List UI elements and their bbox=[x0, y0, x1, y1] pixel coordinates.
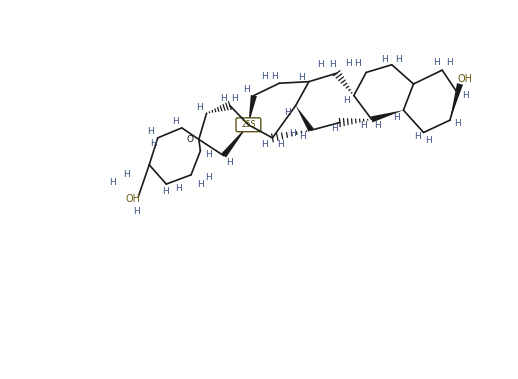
Polygon shape bbox=[371, 110, 404, 122]
Text: H: H bbox=[148, 127, 154, 136]
Text: H: H bbox=[343, 96, 350, 105]
Polygon shape bbox=[221, 125, 249, 158]
Text: H: H bbox=[277, 139, 283, 149]
Text: H: H bbox=[414, 132, 421, 141]
Text: H: H bbox=[373, 121, 380, 130]
Text: H: H bbox=[162, 186, 169, 196]
Text: H: H bbox=[454, 119, 461, 128]
Text: H: H bbox=[426, 136, 433, 146]
Text: H: H bbox=[447, 58, 453, 67]
Text: H: H bbox=[109, 178, 116, 187]
Text: H: H bbox=[354, 60, 361, 69]
Text: H: H bbox=[123, 169, 130, 179]
Text: H: H bbox=[150, 139, 156, 148]
Text: H: H bbox=[270, 72, 277, 81]
Text: H: H bbox=[243, 85, 250, 94]
Text: H: H bbox=[329, 60, 336, 69]
Text: H: H bbox=[381, 55, 388, 64]
Text: H: H bbox=[206, 173, 212, 182]
Text: H: H bbox=[345, 60, 352, 69]
Text: H: H bbox=[317, 60, 324, 69]
Text: H: H bbox=[284, 108, 291, 117]
Text: H: H bbox=[206, 150, 212, 159]
Text: H: H bbox=[298, 73, 305, 82]
Text: H: H bbox=[226, 158, 233, 167]
Text: 25S: 25S bbox=[241, 120, 255, 129]
Text: H: H bbox=[393, 113, 400, 122]
Text: H: H bbox=[231, 94, 238, 103]
Text: H: H bbox=[172, 117, 179, 126]
Text: H: H bbox=[359, 121, 367, 130]
Text: H: H bbox=[331, 124, 338, 133]
Text: H: H bbox=[261, 72, 268, 81]
Text: H: H bbox=[196, 103, 203, 111]
Polygon shape bbox=[296, 105, 314, 132]
Text: H: H bbox=[395, 55, 401, 64]
Text: H: H bbox=[434, 58, 440, 67]
Text: H: H bbox=[175, 184, 182, 193]
Text: H: H bbox=[289, 129, 296, 138]
Text: H: H bbox=[299, 132, 306, 141]
Text: OH: OH bbox=[457, 74, 472, 85]
Polygon shape bbox=[249, 95, 257, 125]
Text: OH: OH bbox=[125, 194, 140, 205]
FancyBboxPatch shape bbox=[236, 118, 261, 132]
Text: H: H bbox=[462, 91, 469, 100]
Text: H: H bbox=[197, 180, 204, 189]
Text: O: O bbox=[187, 135, 194, 144]
Text: H: H bbox=[261, 140, 268, 149]
Polygon shape bbox=[450, 83, 463, 120]
Text: H: H bbox=[134, 207, 140, 216]
Text: H: H bbox=[220, 94, 227, 103]
